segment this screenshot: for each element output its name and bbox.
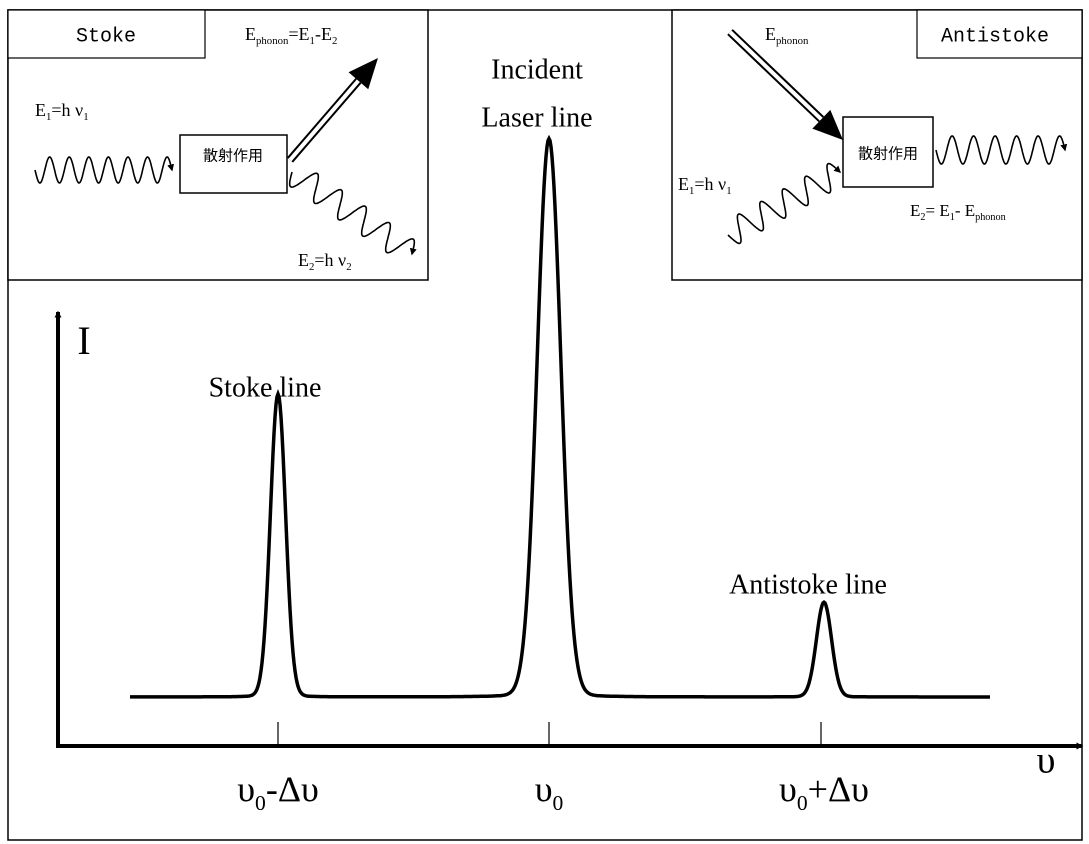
antistoke-process-box — [842, 116, 934, 188]
spectrum-curve — [130, 134, 990, 699]
text-part: =E — [288, 24, 309, 44]
subscript: 2 — [920, 212, 925, 223]
stoke-tab — [7, 9, 206, 59]
phonon-arrow-head — [812, 109, 843, 140]
phonon-arrow-head — [348, 58, 378, 90]
stoke-tab-label: Stoke — [76, 25, 136, 48]
text-part: -E — [315, 24, 332, 44]
phonon-arrow-inner — [288, 79, 360, 162]
stoke-line-label: Stoke line — [209, 372, 322, 403]
x-tick-label: υ0 — [535, 769, 564, 815]
text-part: = E — [925, 201, 949, 220]
stoke-e2: E2=h ν2 — [298, 250, 352, 273]
scattered-photon — [288, 171, 417, 256]
subscript: 2 — [346, 261, 351, 273]
subscript: 2 — [309, 261, 314, 273]
text-part: υ — [535, 769, 553, 809]
text-part: -Δυ — [266, 769, 319, 809]
stoke-e1: E1=h ν1 — [35, 100, 89, 123]
subscript: 1 — [310, 35, 315, 47]
subscript: phonon — [975, 212, 1006, 223]
antistoke-tab — [916, 9, 1083, 59]
text-part: =h ν — [314, 250, 346, 270]
antistoke-process-label: 散射作用 — [858, 145, 918, 162]
text-part: E — [910, 201, 920, 220]
incident-photon — [727, 162, 842, 245]
stoke-process-box — [179, 134, 288, 194]
antistoke-e2: E2= E1- Ephonon — [910, 201, 1006, 223]
antistoke-line-label: Antistoke line — [729, 569, 887, 600]
antistoke-e1: E1=h ν1 — [678, 174, 732, 197]
incident-label: Incident — [491, 54, 583, 85]
x-tick-label: υ0+Δυ — [779, 769, 869, 815]
subscript: phonon — [776, 35, 809, 47]
text-part: - E — [955, 201, 975, 220]
subscript: 1 — [689, 185, 694, 197]
laser-line-label: Laser line — [481, 102, 592, 133]
outer-frame — [7, 9, 1083, 841]
x-axis-label: υ — [1037, 740, 1056, 782]
subscript: 0 — [797, 791, 808, 815]
scattered-photon — [935, 135, 1068, 165]
stoke-phonon-eq: Ephonon=E1-E2 — [245, 24, 337, 47]
subscript: 2 — [332, 35, 337, 47]
x-tick-label: υ0-Δυ — [237, 769, 319, 815]
stoke-process-label: 散射作用 — [203, 147, 263, 164]
text-part: E — [765, 24, 776, 44]
text-part: E — [35, 100, 46, 120]
subscript: 0 — [553, 791, 564, 815]
text-part: =h ν — [51, 100, 83, 120]
subscript: 1 — [726, 185, 731, 197]
text-part: +Δυ — [808, 769, 869, 809]
text-part: E — [678, 174, 689, 194]
antistoke-phonon: Ephonon — [765, 24, 809, 47]
subscript: 1 — [950, 212, 955, 223]
subscript: phonon — [256, 35, 289, 47]
incident-photon — [34, 156, 175, 184]
antistoke-tab-label: Antistoke — [941, 25, 1049, 48]
text-part: =h ν — [694, 174, 726, 194]
subscript: 1 — [46, 111, 51, 123]
text-part: υ — [237, 769, 255, 809]
y-axis-label: I — [77, 318, 90, 363]
text-part: υ — [779, 769, 797, 809]
phonon-arrow-inner — [728, 30, 823, 121]
text-part: E — [298, 250, 309, 270]
subscript: 0 — [255, 791, 266, 815]
text-part: E — [245, 24, 256, 44]
subscript: 1 — [83, 111, 88, 123]
